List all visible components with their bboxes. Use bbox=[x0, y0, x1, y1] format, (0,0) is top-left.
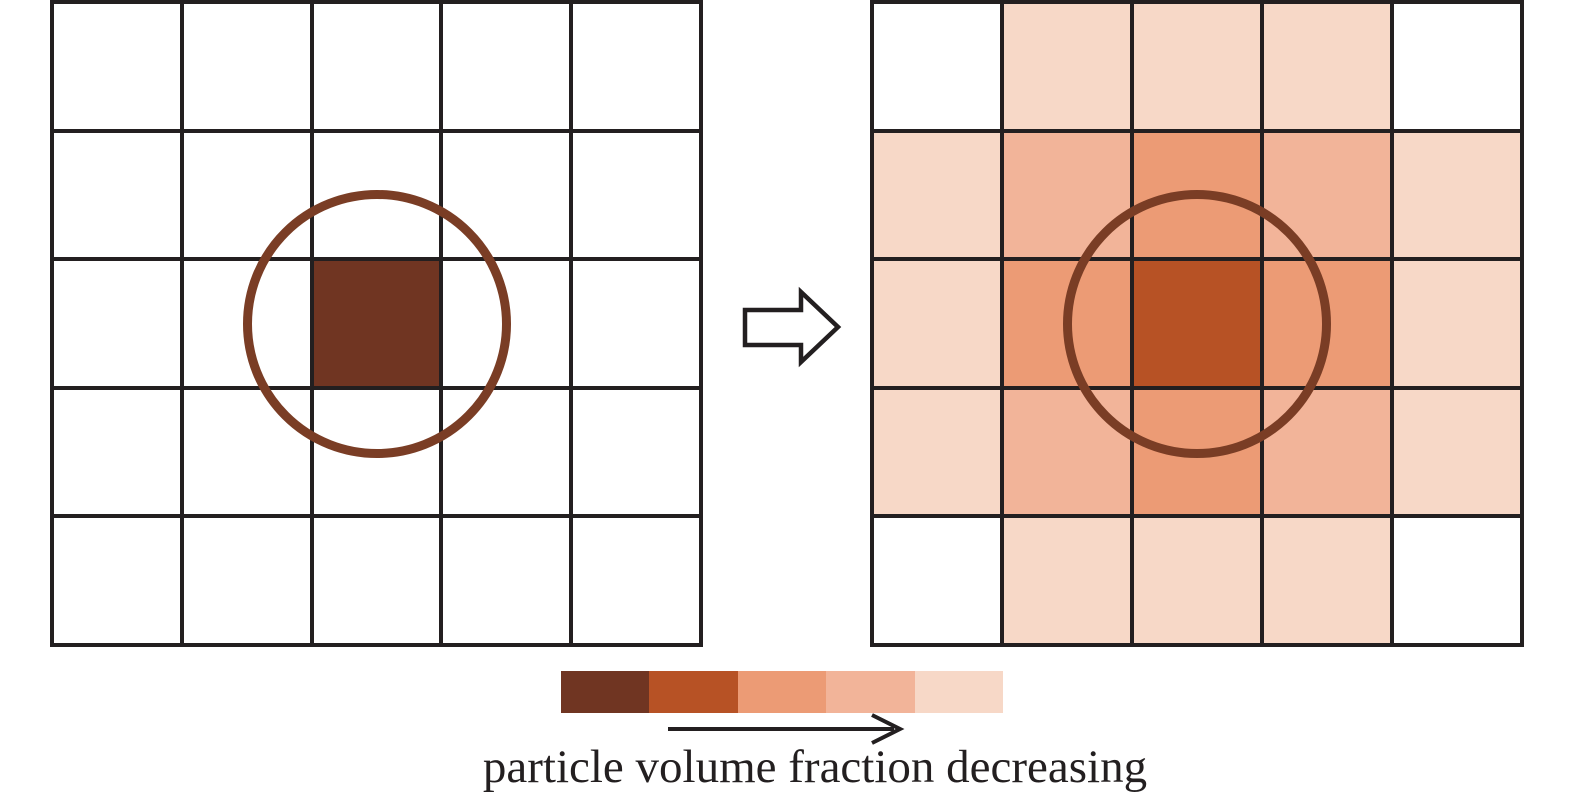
grid-cell bbox=[1394, 261, 1520, 386]
legend-swatch bbox=[737, 671, 827, 713]
legend-swatch bbox=[826, 671, 915, 713]
grid-cell bbox=[54, 132, 180, 258]
grid-cell bbox=[874, 261, 1000, 386]
decreasing-arrow-icon bbox=[668, 713, 905, 745]
grid-cell bbox=[1394, 4, 1520, 129]
grid-cell bbox=[183, 4, 310, 129]
grid-cell bbox=[573, 4, 699, 129]
legend-swatch bbox=[914, 671, 1004, 713]
grid-cell bbox=[54, 518, 180, 643]
grid-cell bbox=[874, 4, 1000, 129]
grid-cell bbox=[573, 261, 699, 386]
grid-cell bbox=[1134, 518, 1260, 643]
grid-cell bbox=[183, 518, 310, 643]
grid-cell bbox=[573, 389, 699, 515]
grid-cell bbox=[1394, 132, 1520, 258]
grid-cell bbox=[313, 518, 440, 643]
grid-cell bbox=[313, 4, 440, 129]
grid-cell bbox=[1134, 4, 1260, 129]
grid-cell bbox=[1004, 518, 1130, 643]
grid-cell bbox=[443, 518, 570, 643]
grid-cell bbox=[874, 389, 1000, 515]
legend-swatch bbox=[561, 671, 650, 713]
particle-circle-right bbox=[1063, 190, 1331, 458]
grid-cell bbox=[1394, 389, 1520, 515]
maps-to-block-arrow-icon bbox=[742, 286, 842, 368]
grid-cell bbox=[1264, 518, 1390, 643]
grid-cell bbox=[874, 518, 1000, 643]
grid-cell bbox=[54, 261, 180, 386]
grid-cell bbox=[1394, 518, 1520, 643]
grid-cell bbox=[874, 132, 1000, 258]
grid-cell bbox=[1264, 4, 1390, 129]
grid-cell bbox=[443, 4, 570, 129]
legend-swatch bbox=[649, 671, 738, 713]
figure-caption: particle volume fraction decreasing bbox=[482, 741, 1148, 793]
particle-circle-left bbox=[243, 190, 511, 458]
grid-cell bbox=[573, 518, 699, 643]
colorbar-legend bbox=[561, 671, 1004, 713]
grid-cell bbox=[54, 389, 180, 515]
grid-cell bbox=[573, 132, 699, 258]
grid-cell bbox=[54, 4, 180, 129]
grid-cell bbox=[1004, 4, 1130, 129]
